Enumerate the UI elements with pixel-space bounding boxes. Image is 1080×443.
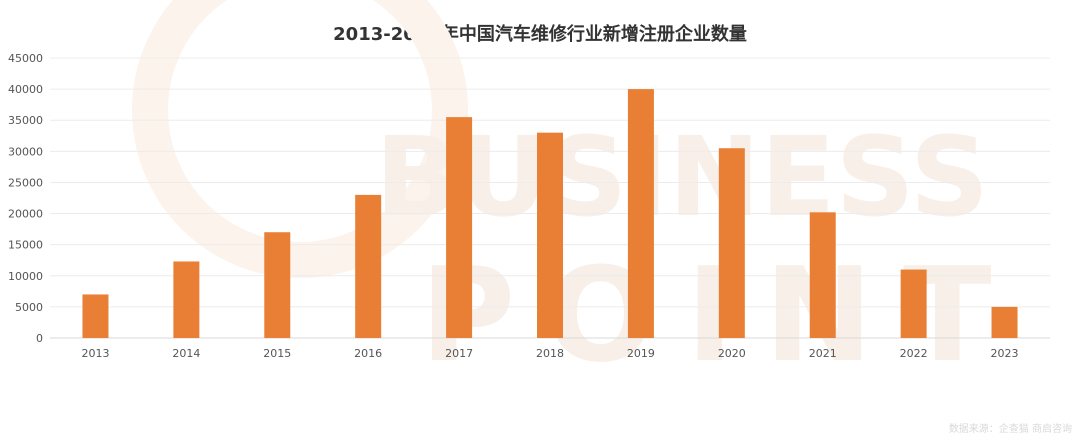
x-tick-label: 2013 [81, 347, 109, 360]
x-tick-label: 2014 [172, 347, 200, 360]
bar [627, 89, 654, 338]
x-tick-label: 2020 [718, 347, 746, 360]
bar [991, 306, 1018, 338]
x-tick-label: 2021 [809, 347, 837, 360]
y-tick-label: 5000 [15, 301, 43, 314]
bars [82, 89, 1018, 338]
bar [900, 269, 927, 338]
bar [537, 132, 563, 338]
watermark-logo: BUSINESSPOINT [132, 0, 1022, 391]
x-tick-label: 2017 [445, 347, 473, 360]
y-tick-label: 10000 [8, 270, 43, 283]
data-source-note: 数据来源：企查猫 商启咨询 [948, 424, 1072, 435]
x-tick-label: 2016 [354, 347, 382, 360]
y-tick-label: 45000 [8, 52, 43, 65]
bar [82, 294, 109, 338]
y-tick-label: 0 [36, 332, 43, 345]
watermark-line2: POINT [420, 239, 1022, 391]
bar [355, 194, 382, 338]
x-tick-label: 2019 [627, 347, 655, 360]
y-tick-label: 20000 [8, 208, 43, 221]
y-tick-label: 40000 [8, 83, 43, 96]
bar [809, 212, 836, 338]
bar [264, 232, 291, 338]
bar [173, 261, 200, 338]
x-tick-label: 2022 [900, 347, 928, 360]
watermark-line1: BUSINESS [375, 113, 989, 241]
x-tick-label: 2023 [991, 347, 1019, 360]
watermark-ring [132, 0, 468, 278]
y-tick-label: 15000 [8, 239, 43, 252]
y-axis-ticks: 0 5000 10000 15000 20000 25000 30000 35000 40000… [8, 52, 43, 345]
x-axis-ticks: 2013 2014 2015 2016 2017 2018 2019 2020 2021 2022… [81, 347, 1018, 360]
bar [446, 117, 473, 338]
x-tick-label: 2015 [263, 347, 291, 360]
y-tick-label: 30000 [8, 145, 43, 158]
y-tick-label: 25000 [8, 176, 43, 189]
y-tick-label: 35000 [8, 114, 43, 127]
x-tick-label: 2018 [536, 347, 564, 360]
bar [718, 148, 745, 338]
